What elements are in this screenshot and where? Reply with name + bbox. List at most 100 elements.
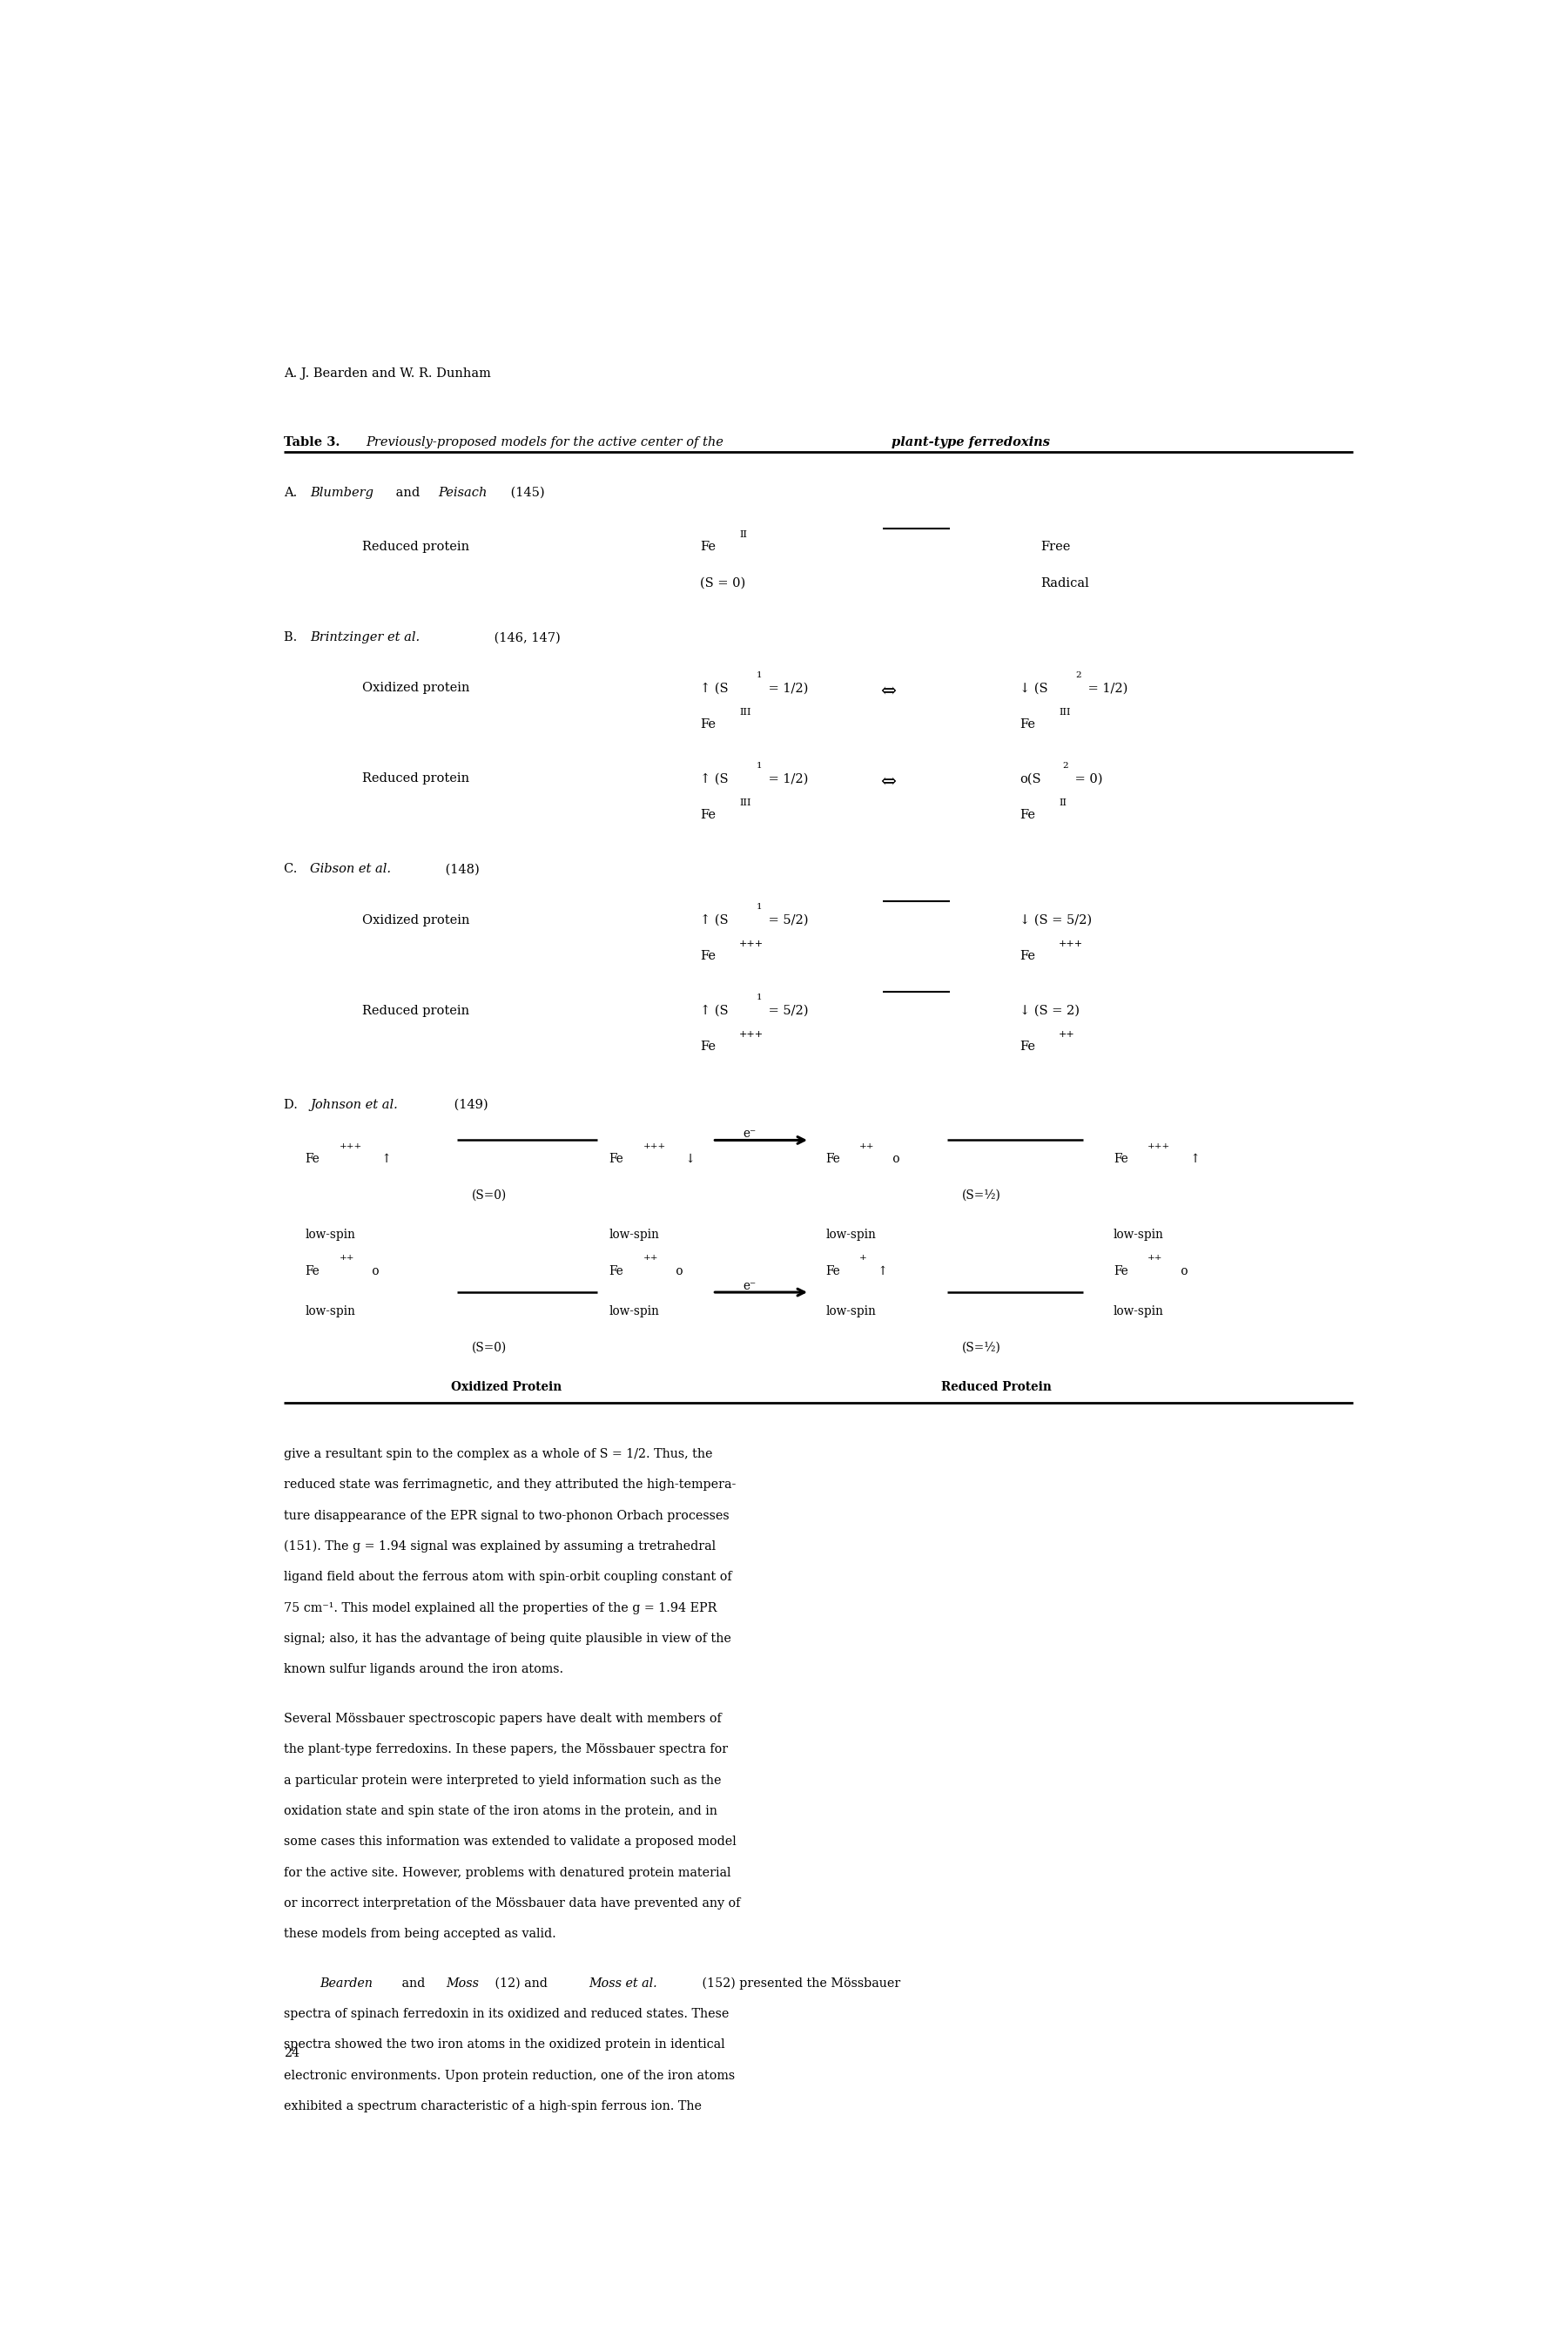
- Text: ++: ++: [339, 1253, 354, 1262]
- Text: Fe: Fe: [825, 1152, 840, 1166]
- Text: ++: ++: [859, 1143, 875, 1150]
- Text: 2: 2: [1076, 672, 1082, 679]
- Text: low-spin: low-spin: [825, 1305, 877, 1317]
- Text: Reduced protein: Reduced protein: [362, 541, 470, 552]
- Text: for the active site. However, problems with denatured protein material: for the active site. However, problems w…: [284, 1867, 731, 1878]
- Text: o: o: [1176, 1265, 1187, 1277]
- Text: +: +: [859, 1253, 867, 1262]
- Text: Fe: Fe: [1019, 950, 1035, 962]
- Text: +++: +++: [739, 940, 764, 947]
- Text: o: o: [889, 1152, 900, 1166]
- Text: ↑: ↑: [378, 1152, 392, 1166]
- Text: and: and: [398, 1977, 430, 1989]
- Text: Fe: Fe: [701, 1041, 717, 1053]
- Text: Table 3.: Table 3.: [284, 435, 343, 449]
- Text: +++: +++: [339, 1143, 362, 1150]
- Text: give a resultant spin to the complex as a whole of S = 1/2. Thus, the: give a resultant spin to the complex as …: [284, 1448, 712, 1460]
- Text: these models from being accepted as valid.: these models from being accepted as vali…: [284, 1928, 555, 1940]
- Text: ↑: ↑: [873, 1265, 887, 1277]
- Text: Blumberg: Blumberg: [310, 487, 373, 498]
- Text: o: o: [368, 1265, 379, 1277]
- Text: III: III: [739, 797, 751, 806]
- Text: ↓ (S = 5/2): ↓ (S = 5/2): [1019, 915, 1093, 926]
- Text: Free: Free: [1041, 541, 1071, 552]
- Text: low-spin: low-spin: [306, 1305, 356, 1317]
- Text: = 1/2): = 1/2): [765, 682, 809, 694]
- Text: a particular protein were interpreted to yield information such as the: a particular protein were interpreted to…: [284, 1775, 721, 1787]
- Text: Fe: Fe: [701, 719, 717, 731]
- Text: known sulfur ligands around the iron atoms.: known sulfur ligands around the iron ato…: [284, 1665, 563, 1676]
- Text: (S=½): (S=½): [961, 1340, 1000, 1354]
- Text: low-spin: low-spin: [610, 1305, 660, 1317]
- Text: Several Mössbauer spectroscopic papers have dealt with members of: Several Mössbauer spectroscopic papers h…: [284, 1712, 721, 1726]
- Text: A.: A.: [284, 487, 301, 498]
- Text: and: and: [392, 487, 423, 498]
- Text: +++: +++: [739, 1030, 764, 1039]
- Text: Bearden: Bearden: [320, 1977, 373, 1989]
- Text: A. J. Bearden and W. R. Dunham: A. J. Bearden and W. R. Dunham: [284, 367, 491, 379]
- Text: ⇔: ⇔: [880, 682, 895, 701]
- Text: = 0): = 0): [1071, 773, 1102, 785]
- Text: 1: 1: [756, 994, 762, 1002]
- Text: Fe: Fe: [306, 1265, 320, 1277]
- Text: (148): (148): [442, 863, 480, 875]
- Text: e⁻: e⁻: [743, 1279, 756, 1291]
- Text: ++: ++: [1058, 1030, 1076, 1039]
- Text: ↓: ↓: [682, 1152, 696, 1166]
- Text: ↑ (S: ↑ (S: [701, 773, 729, 785]
- Text: (149): (149): [450, 1098, 488, 1110]
- Text: ↑ (S: ↑ (S: [701, 1004, 729, 1016]
- Text: (151). The g = 1.94 signal was explained by assuming a tretrahedral: (151). The g = 1.94 signal was explained…: [284, 1540, 715, 1552]
- Text: o: o: [673, 1265, 684, 1277]
- Text: spectra showed the two iron atoms in the oxidized protein in identical: spectra showed the two iron atoms in the…: [284, 2038, 724, 2050]
- Text: Peisach: Peisach: [437, 487, 488, 498]
- Text: reduced state was ferrimagnetic, and they attributed the high-tempera-: reduced state was ferrimagnetic, and the…: [284, 1479, 735, 1491]
- Text: signal; also, it has the advantage of being quite plausible in view of the: signal; also, it has the advantage of be…: [284, 1632, 731, 1646]
- Text: the plant-type ferredoxins. In these papers, the Mössbauer spectra for: the plant-type ferredoxins. In these pap…: [284, 1744, 728, 1756]
- Text: low-spin: low-spin: [610, 1230, 660, 1241]
- Text: III: III: [739, 708, 751, 717]
- Text: ++: ++: [1148, 1253, 1163, 1262]
- Text: (152) presented the Mössbauer: (152) presented the Mössbauer: [698, 1977, 900, 1989]
- Text: 1: 1: [756, 672, 762, 679]
- Text: Oxidized protein: Oxidized protein: [362, 682, 470, 694]
- Text: Johnson et al.: Johnson et al.: [310, 1098, 398, 1110]
- Text: ↓ (S = 2): ↓ (S = 2): [1019, 1004, 1080, 1016]
- Text: Fe: Fe: [1019, 719, 1035, 731]
- Text: 24: 24: [284, 2048, 299, 2059]
- Text: or incorrect interpretation of the Mössbauer data have prevented any of: or incorrect interpretation of the Mössb…: [284, 1897, 740, 1909]
- Text: low-spin: low-spin: [1113, 1305, 1163, 1317]
- Text: ↑ (S: ↑ (S: [701, 915, 729, 926]
- Text: electronic environments. Upon protein reduction, one of the iron atoms: electronic environments. Upon protein re…: [284, 2069, 734, 2081]
- Text: Fe: Fe: [701, 541, 717, 552]
- Text: Reduced Protein: Reduced Protein: [941, 1380, 1052, 1394]
- Text: (S=0): (S=0): [472, 1190, 506, 1201]
- Text: = 5/2): = 5/2): [765, 1004, 809, 1016]
- Text: 1: 1: [756, 762, 762, 769]
- Text: (S=0): (S=0): [472, 1340, 506, 1354]
- Text: +++: +++: [1058, 940, 1083, 947]
- Text: II: II: [1058, 797, 1066, 806]
- Text: = 1/2): = 1/2): [1085, 682, 1127, 694]
- Text: 75 cm⁻¹. This model explained all the properties of the g = 1.94 EPR: 75 cm⁻¹. This model explained all the pr…: [284, 1601, 717, 1615]
- Text: ++: ++: [643, 1253, 659, 1262]
- Text: Fe: Fe: [1019, 1041, 1035, 1053]
- Text: low-spin: low-spin: [306, 1230, 356, 1241]
- Text: spectra of spinach ferredoxin in its oxidized and reduced states. These: spectra of spinach ferredoxin in its oxi…: [284, 2008, 729, 2020]
- Text: Oxidized protein: Oxidized protein: [362, 915, 470, 926]
- Text: (146, 147): (146, 147): [491, 632, 560, 644]
- Text: ⇔: ⇔: [880, 773, 895, 792]
- Text: D.: D.: [284, 1098, 301, 1110]
- Text: Reduced protein: Reduced protein: [362, 1004, 470, 1016]
- Text: Oxidized Protein: Oxidized Protein: [452, 1380, 561, 1394]
- Text: e⁻: e⁻: [743, 1128, 756, 1140]
- Text: Previously-proposed models for the active center of the: Previously-proposed models for the activ…: [367, 435, 728, 449]
- Text: Fe: Fe: [701, 950, 717, 962]
- Text: +++: +++: [1148, 1143, 1170, 1150]
- Text: (S=½): (S=½): [961, 1190, 1000, 1201]
- Text: (12) and: (12) and: [491, 1977, 552, 1989]
- Text: Fe: Fe: [701, 809, 717, 820]
- Text: (S = 0): (S = 0): [701, 578, 746, 590]
- Text: plant-type ferredoxins: plant-type ferredoxins: [891, 435, 1049, 449]
- Text: some cases this information was extended to validate a proposed model: some cases this information was extended…: [284, 1836, 735, 1848]
